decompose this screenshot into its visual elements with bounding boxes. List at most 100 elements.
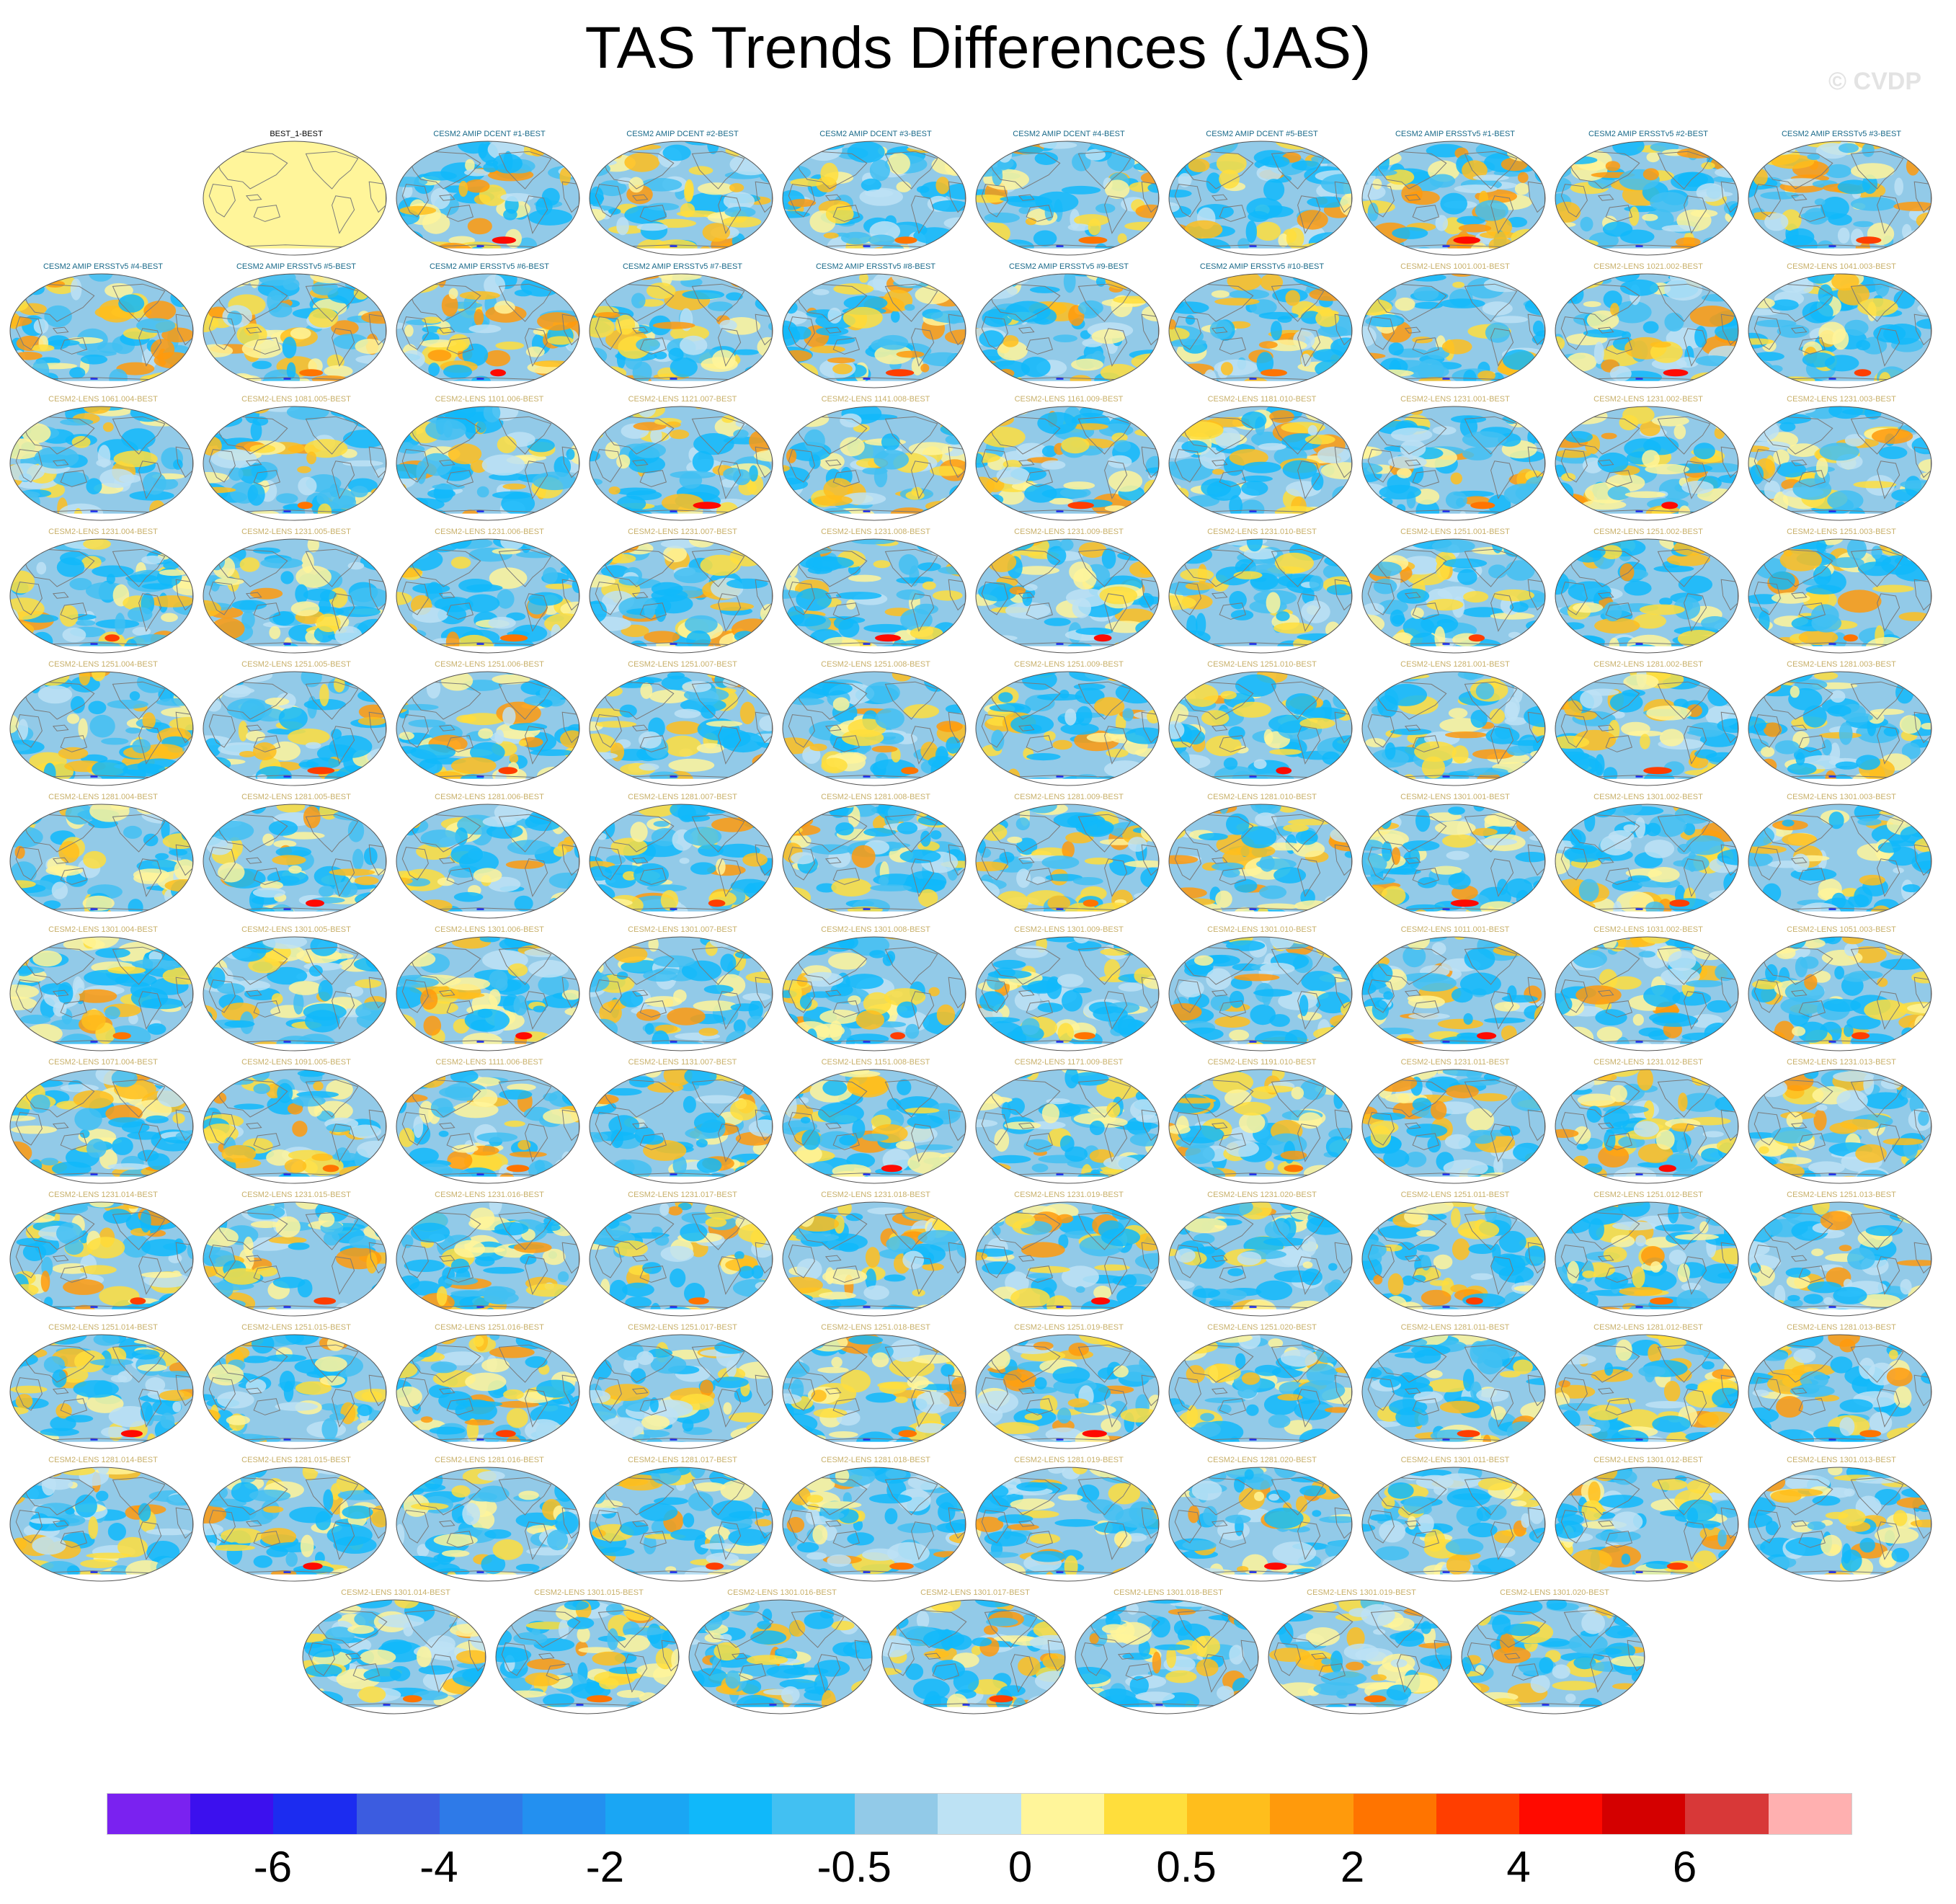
missing-data-band	[203, 778, 386, 786]
missing-data-band	[1555, 778, 1738, 786]
trend-contour	[1728, 203, 1738, 220]
trend-contour	[1171, 509, 1192, 520]
trend-contour	[760, 672, 773, 677]
continent-outline	[988, 283, 1061, 322]
robinson-map	[1361, 406, 1546, 521]
trend-contour	[269, 741, 301, 761]
map-panel: CESM2-LENS 1121.007-BEST	[588, 395, 777, 525]
trend-contour	[1488, 237, 1513, 254]
trend-contour	[943, 239, 966, 254]
trend-contour	[590, 672, 623, 680]
trend-contour	[711, 817, 755, 832]
trend-contour	[1022, 590, 1033, 607]
trend-contour	[760, 141, 773, 147]
trend-contour	[1253, 759, 1267, 769]
trend-contour	[1329, 149, 1352, 156]
trend-contour	[1033, 230, 1057, 247]
trend-contour	[616, 454, 631, 469]
trend-contour	[1364, 672, 1389, 693]
trend-contour	[1136, 406, 1156, 416]
trend-contour	[1107, 455, 1132, 468]
trend-contour	[1291, 160, 1321, 171]
trend-contour	[1506, 560, 1535, 581]
panel-title: CESM2-LENS 1231.009-BEST	[1014, 528, 1124, 536]
trend-contour	[1255, 221, 1281, 241]
trend-contour	[1827, 705, 1851, 717]
trend-contour	[1243, 548, 1278, 560]
trend-contour	[210, 618, 245, 640]
trend-contour	[1871, 546, 1882, 559]
continent-outline	[832, 735, 861, 752]
trend-contour	[1443, 558, 1488, 569]
continent-outline	[981, 582, 1008, 615]
trend-contour	[272, 611, 295, 626]
missing-data-band	[783, 513, 966, 520]
trend-contour	[372, 804, 386, 809]
trend-contour	[1406, 190, 1440, 205]
trend-contour	[227, 687, 255, 694]
map-border	[1168, 406, 1353, 521]
trend-contour	[262, 833, 275, 846]
trend-contour	[543, 141, 561, 155]
trend-contour	[1005, 301, 1051, 322]
trend-contour	[165, 380, 193, 388]
trend-contour	[1104, 179, 1130, 199]
continent-outline	[602, 416, 675, 455]
continent-outline	[1790, 326, 1808, 334]
trend-contour	[1635, 775, 1643, 778]
panel-title: CESM2-LENS 1101.006-BEST	[435, 395, 544, 404]
robinson-map	[203, 141, 387, 256]
trend-contour	[1388, 342, 1404, 356]
continent-outline	[1367, 582, 1395, 615]
trend-contour	[283, 510, 291, 512]
trend-contour	[935, 177, 950, 195]
trend-contour	[1121, 513, 1159, 520]
trend-contour	[352, 811, 369, 817]
trend-contour	[1171, 754, 1211, 770]
continent-outline	[525, 461, 548, 499]
continent-outline	[1412, 337, 1440, 355]
trend-contour	[1021, 357, 1051, 378]
robinson-map	[975, 804, 1160, 919]
trend-contour	[1818, 321, 1846, 345]
trend-contour	[567, 278, 579, 288]
trend-contour	[1413, 286, 1439, 301]
trend-contour	[1362, 674, 1376, 696]
missing-data-band	[976, 646, 1159, 653]
trend-contour	[1362, 897, 1390, 917]
continent-outline	[1297, 328, 1321, 367]
trend-contour	[757, 337, 773, 357]
map-panel: CESM2-LENS 1281.009-BEST	[974, 793, 1163, 922]
trend-contour	[766, 288, 773, 308]
trend-contour	[373, 775, 386, 781]
continent-outline	[112, 681, 166, 720]
trend-contour	[1441, 339, 1472, 355]
continent-outline	[60, 602, 88, 620]
continent-outline	[1367, 184, 1395, 218]
trend-contour	[331, 320, 359, 336]
trend-contour	[335, 606, 381, 618]
trend-contour	[58, 747, 89, 760]
trend-contour	[663, 735, 701, 757]
trend-contour	[1597, 452, 1629, 473]
trend-contour	[1607, 486, 1631, 500]
map-panel: BEST_1-BEST	[202, 130, 391, 259]
trend-contour	[1147, 502, 1159, 514]
trend-contour	[1718, 637, 1738, 653]
trend-contour	[1635, 642, 1643, 645]
trend-contour	[269, 626, 281, 639]
trend-contour	[167, 908, 193, 917]
trend-contour	[1169, 595, 1196, 610]
trend-contour	[1046, 546, 1067, 566]
trend-contour	[1798, 629, 1839, 646]
continent-outline	[1219, 470, 1247, 487]
trend-contour	[723, 192, 755, 210]
trend-contour	[400, 703, 439, 711]
trend-contour	[726, 578, 768, 590]
trend-contour	[783, 496, 795, 504]
trend-contour	[783, 383, 807, 388]
trend-contour	[1228, 726, 1245, 740]
map-border	[9, 671, 194, 786]
panel-title: CESM2-LENS 1251.010-BEST	[1207, 660, 1317, 669]
trend-contour	[1113, 440, 1132, 453]
